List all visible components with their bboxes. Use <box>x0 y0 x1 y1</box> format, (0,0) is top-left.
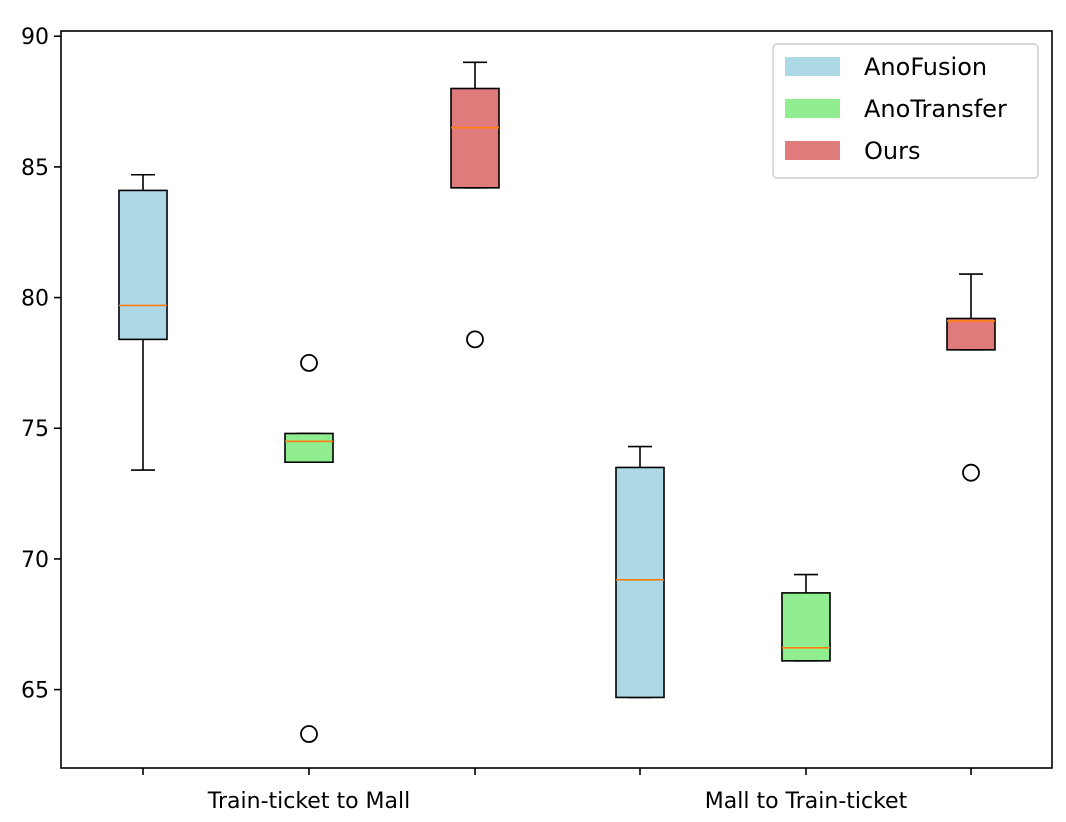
box-body <box>946 317 996 351</box>
x-group-label: Train-ticket to Mall <box>207 789 410 814</box>
box-ours-1 <box>450 61 500 349</box>
y-tick-label: 90 <box>21 25 49 50</box>
legend-swatch <box>785 99 840 118</box>
box-body <box>284 432 334 464</box>
box-body <box>615 466 665 699</box>
x-axis: Train-ticket to Mall Mall to Train-ticket <box>142 768 972 814</box>
legend-label: AnoTransfer <box>864 95 1007 123</box>
x-group-label: Mall to Train-ticket <box>705 789 908 814</box>
y-tick-label: 85 <box>21 156 49 181</box>
legend-label: AnoFusion <box>864 53 987 81</box>
outlier-point <box>300 354 318 372</box>
box-anotransfer-1 <box>284 354 334 743</box>
boxes-layer <box>118 61 996 743</box>
y-tick-label: 80 <box>21 287 49 312</box>
y-tick-label: 70 <box>21 548 49 573</box>
y-tick-label: 65 <box>21 679 49 704</box>
box-anofusion-2 <box>615 445 665 699</box>
box-body <box>450 87 500 189</box>
legend: AnoFusion AnoTransfer Ours <box>772 43 1039 179</box>
outlier-point <box>466 330 484 349</box>
box-body <box>118 189 168 341</box>
outlier-point <box>962 463 980 482</box>
box-anofusion-1 <box>118 173 168 471</box>
legend-swatch <box>785 57 840 76</box>
outlier-point <box>300 725 318 743</box>
box-ours-2 <box>946 273 996 482</box>
box-body <box>781 592 831 662</box>
legend-swatch <box>785 141 840 160</box>
box-anotransfer-2 <box>781 573 831 662</box>
y-axis: 65 70 75 80 85 90 <box>21 25 61 704</box>
y-tick-label: 75 <box>21 417 49 442</box>
legend-label: Ours <box>864 137 920 165</box>
